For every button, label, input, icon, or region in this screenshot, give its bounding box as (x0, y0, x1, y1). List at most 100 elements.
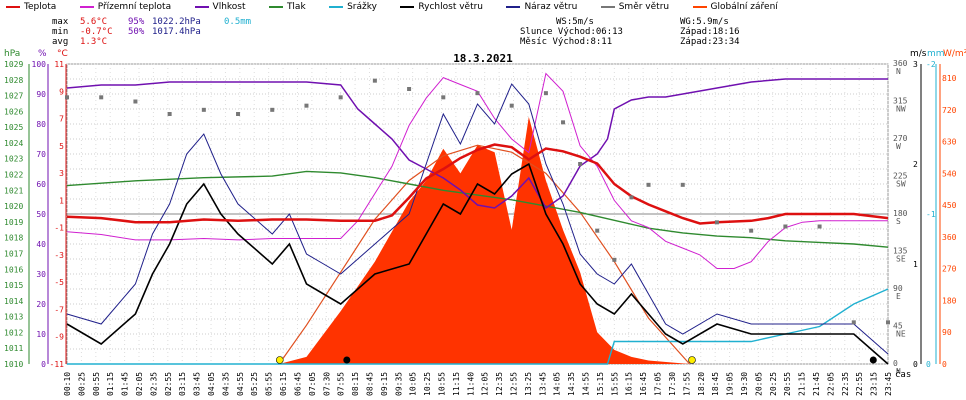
wind-dir-tick-label: NW (896, 105, 906, 114)
pressure-tick: 1021 (4, 186, 23, 195)
wind-ms-tick: 3 (913, 60, 918, 69)
pressure-tick: 1019 (4, 218, 23, 227)
temperature-tick: -5 (54, 278, 64, 287)
legend-item-wind-gust: Náraz větru (506, 2, 577, 12)
x-tick: 13:25 (524, 372, 533, 396)
wind-speed-line (66, 162, 889, 365)
x-tick: 20:55 (783, 372, 792, 396)
pressure-tick: 1029 (4, 60, 23, 69)
wind-dir-tick: 180 (893, 209, 908, 218)
x-tick: 22:35 (841, 372, 850, 396)
x-tick: 07:05 (308, 372, 317, 396)
temperature-tick: 7 (59, 115, 64, 124)
wind-direction-point (680, 182, 685, 187)
wind-dir-tick: 360 (893, 59, 908, 68)
x-tick: 09:35 (394, 372, 403, 396)
wind-dir-tick: 315 (893, 97, 908, 106)
humidity-tick: 100 (32, 60, 47, 69)
wind-direction-point (543, 91, 548, 96)
stats-block: max 5.6°C 95% 1022.2hPa 0.5mm min -0.7°C 50% 10… (52, 17, 251, 47)
wind-dir-tick: 0 (893, 359, 898, 368)
rain-tick: 0 (926, 360, 931, 369)
x-tick: 22:55 (855, 372, 864, 396)
temperature-tick: -9 (54, 333, 64, 342)
wind-direction-point (749, 228, 754, 233)
x-tick: 10:25 (423, 372, 432, 396)
radiation-tick: 540 (942, 169, 957, 178)
x-tick: 11:40 (466, 372, 475, 396)
x-tick: 05:25 (250, 372, 259, 396)
x-tick: 17:30 (668, 372, 677, 396)
x-tick: 17:05 (654, 372, 663, 396)
pressure-tick: 1026 (4, 107, 23, 116)
wind-direction-point (851, 320, 856, 325)
x-tick: 16:15 (625, 372, 634, 396)
stats-max-label: max (52, 17, 69, 27)
wind-dir-tick-label: N (896, 367, 901, 376)
x-tick: 12:55 (510, 372, 519, 396)
humidity-tick: 70 (36, 150, 46, 159)
wind-dir-tick-label: S (896, 217, 901, 226)
wind-ms-tick: 0 (913, 360, 918, 369)
x-tick: 14:55 (582, 372, 591, 396)
wind-direction-point (407, 87, 412, 91)
marks-layer (65, 78, 890, 364)
radiation-area (279, 116, 690, 365)
wind-direction-point (817, 224, 822, 229)
x-tick: 18:20 (697, 372, 706, 396)
wind-direction-point (886, 320, 890, 325)
radiation-tick: 90 (942, 328, 952, 337)
humidity-tick: 90 (36, 90, 46, 99)
pressure-line (66, 170, 889, 248)
x-tick: 04:05 (207, 372, 216, 396)
rain-tick: -1 (926, 210, 936, 219)
x-tick: 22:05 (826, 372, 835, 396)
x-tick: 17:55 (682, 372, 691, 396)
x-axis-label: čas (895, 369, 911, 380)
sunset: Západ:18:16 (680, 27, 740, 37)
x-tick: 12:05 (481, 372, 490, 396)
temperature-tick: 1 (59, 196, 64, 205)
unit-hpa: hPa (4, 49, 21, 59)
pressure-tick: 1015 (4, 281, 23, 290)
unit-wm2: W/m² (943, 49, 966, 59)
stats-min-temp: -0.7°C (80, 27, 113, 37)
wind-direction-point (338, 95, 343, 100)
temperature-tick: -3 (54, 251, 64, 260)
x-tick: 04:55 (236, 372, 245, 396)
temperature-tick: 5 (59, 142, 64, 151)
x-tick: 21:45 (812, 372, 821, 396)
moonset: Západ:23:34 (680, 37, 740, 47)
sunrise-marker (275, 356, 284, 364)
sun-moon-block: WS:5m/s Slunce Východ:06:13 Měsíc Východ… (520, 17, 623, 47)
unit-pct: % (38, 49, 47, 59)
x-tick: 02:55 (164, 372, 173, 396)
x-tick: 20:05 (754, 372, 763, 396)
temperature-tick: -7 (54, 305, 64, 314)
unit-degc: °C (57, 49, 68, 59)
x-tick: 04:35 (221, 372, 230, 396)
x-tick: 01:45 (121, 372, 130, 396)
x-tick: 10:55 (437, 372, 446, 396)
x-tick: 00:55 (92, 372, 101, 396)
legend: Teplota Přízemní teplota Vlhkost Tlak Sr… (6, 2, 796, 14)
x-tick: 07:55 (337, 372, 346, 396)
wind-direction-point (236, 112, 241, 116)
stats-min-label: min (52, 27, 69, 37)
pressure-tick: 1014 (4, 297, 23, 306)
x-tick: 15:55 (610, 372, 619, 396)
unit-ms: m/s (910, 49, 927, 59)
radiation-tick: 360 (942, 233, 957, 242)
humidity-tick: 80 (36, 120, 46, 129)
legend-item-radiation: Globální záření (692, 2, 778, 12)
x-tick: 14:35 (567, 372, 576, 396)
pressure-tick: 1018 (4, 234, 23, 243)
stats-max-press: 1022.2hPa (152, 17, 201, 27)
wind-direction-point (304, 103, 309, 108)
wind-dir-tick: 90 (893, 284, 903, 293)
moonrise: Měsíc Východ:8:11 (520, 37, 613, 47)
x-tick: 03:45 (193, 372, 202, 396)
x-tick: 00:10 (63, 372, 72, 396)
x-tick: 10:05 (409, 372, 418, 396)
